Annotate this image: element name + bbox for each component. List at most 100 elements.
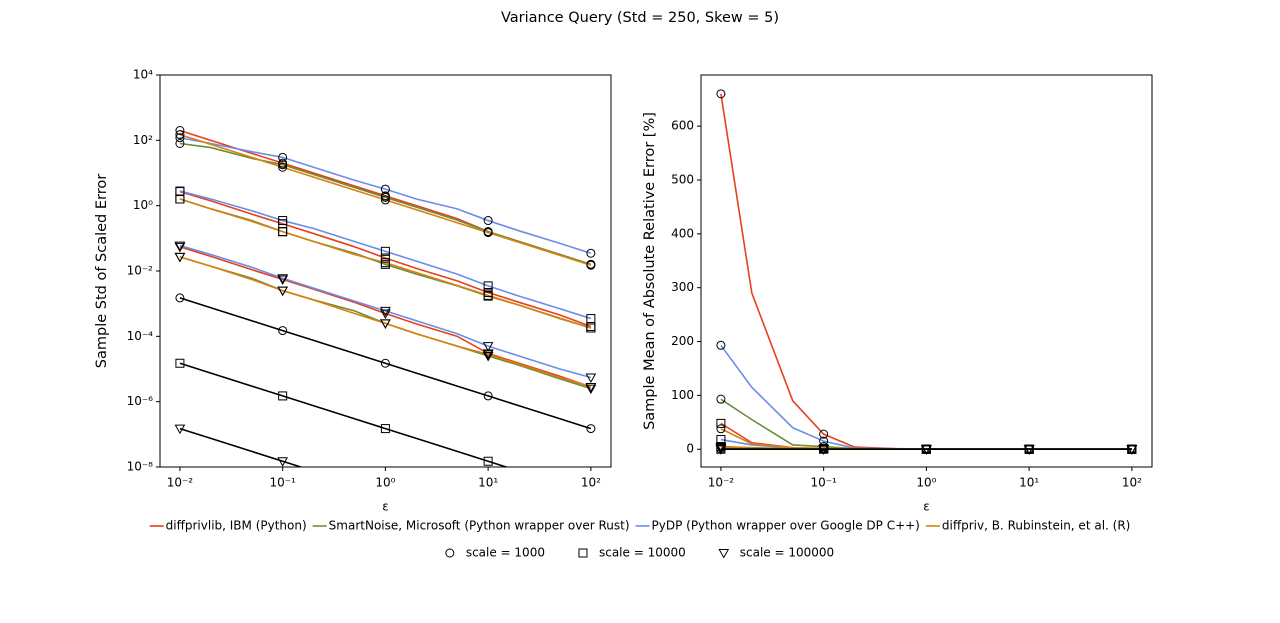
series-line (179, 190, 592, 320)
x-tick-label: 10⁻² (167, 476, 194, 490)
x-tick-label: 10⁻¹ (810, 476, 837, 490)
marker (380, 184, 390, 194)
series-line (720, 93, 1132, 450)
series-line (179, 246, 592, 388)
series-line (179, 362, 509, 467)
y-axis-label: Sample Std of Scaled Error (94, 174, 110, 368)
y-tick-label: 200 (671, 334, 694, 348)
marker (380, 246, 390, 256)
marker (716, 435, 726, 445)
marker (587, 490, 595, 498)
marker (380, 424, 390, 434)
plot-area (715, 89, 1138, 455)
plot-area (174, 125, 597, 564)
marker (818, 445, 830, 455)
marker (585, 384, 597, 395)
marker (175, 358, 185, 368)
marker (174, 252, 186, 263)
y-tick-label: 10⁻⁴ (127, 329, 154, 343)
y-tick-label: 0 (686, 442, 694, 456)
legend-label: scale = 1000 (466, 546, 545, 560)
legend-label: PyDP (Python wrapper over Google DP C++) (652, 519, 920, 533)
y-tick-label: 600 (671, 119, 694, 133)
axes-frame (159, 74, 612, 468)
marker (482, 342, 494, 352)
marker (586, 260, 596, 270)
series-line (179, 427, 304, 467)
legend-item: scale = 10000 (578, 546, 686, 560)
marker (1126, 445, 1138, 455)
marker (1023, 445, 1035, 455)
marker (175, 293, 185, 303)
legend-item: scale = 1000 (445, 546, 545, 560)
marker (174, 242, 186, 253)
marker (819, 429, 829, 439)
y-tick-label: 10⁻⁶ (127, 394, 154, 408)
legend-item: scale = 100000 (718, 546, 834, 560)
y-tick-label: 300 (671, 280, 694, 294)
marker (445, 548, 455, 558)
series-line (720, 398, 1132, 450)
marker (483, 391, 493, 401)
marker (483, 456, 493, 466)
marker (277, 274, 289, 284)
series-line (179, 190, 592, 328)
legend-label: scale = 100000 (740, 546, 834, 560)
marker (585, 373, 597, 384)
y-tick-label: 10⁴ (133, 68, 153, 82)
marker (718, 549, 730, 559)
legend-label: scale = 10000 (599, 546, 686, 560)
marker (716, 89, 726, 99)
marker (278, 162, 288, 172)
x-tick-label: 10⁰ (916, 476, 936, 490)
marker (175, 138, 185, 148)
marker (175, 125, 185, 135)
marker (175, 133, 185, 143)
marker (482, 350, 494, 360)
marker (174, 241, 186, 252)
series-line (179, 297, 592, 430)
marker (380, 253, 390, 263)
legend-label: diffpriv, B. Rubinstein, et al. (R) (942, 519, 1130, 533)
marker (380, 195, 390, 205)
y-tick-label: 10⁻⁸ (127, 460, 154, 474)
x-tick-label: 10¹ (478, 476, 498, 490)
marker (381, 490, 390, 498)
marker (380, 258, 390, 268)
y-tick-label: 10⁰ (133, 198, 153, 212)
x-axis-label: ε (382, 500, 389, 514)
marker (277, 286, 289, 297)
legend-item: diffprivlib, IBM (Python) (149, 519, 307, 533)
marker (174, 424, 186, 435)
x-tick-label: 10⁻² (708, 476, 735, 490)
y-tick-label: 10² (133, 133, 153, 147)
x-axis-label: ε (923, 500, 930, 514)
marker (277, 457, 289, 467)
y-axis-label: Sample Mean of Absolute Relative Error [… (642, 112, 658, 430)
x-tick-label: 10⁻¹ (269, 476, 296, 490)
marker (586, 323, 596, 333)
marker (921, 445, 932, 455)
marker (380, 358, 390, 368)
marker (716, 394, 726, 404)
legend-label: diffprivlib, IBM (Python) (166, 519, 307, 533)
x-tick-label: 10² (1122, 476, 1142, 490)
y-tick-label: 10⁻² (127, 264, 154, 278)
y-tick-label: 500 (671, 173, 694, 187)
marker (278, 227, 288, 237)
marker (175, 130, 185, 140)
marker (586, 556, 595, 564)
marker (278, 326, 288, 336)
marker (586, 248, 596, 258)
marker (277, 275, 289, 286)
legend-item: diffpriv, B. Rubinstein, et al. (R) (925, 519, 1130, 533)
x-tick-label: 10¹ (1019, 476, 1039, 490)
legend-item: SmartNoise, Microsoft (Python wrapper ov… (312, 519, 630, 533)
marker (586, 314, 596, 324)
figure-title: Variance Query (Std = 250, Skew = 5) (501, 10, 779, 26)
marker (380, 306, 391, 317)
marker (483, 290, 493, 300)
y-tick-label: 400 (671, 226, 694, 240)
marker (716, 418, 726, 428)
